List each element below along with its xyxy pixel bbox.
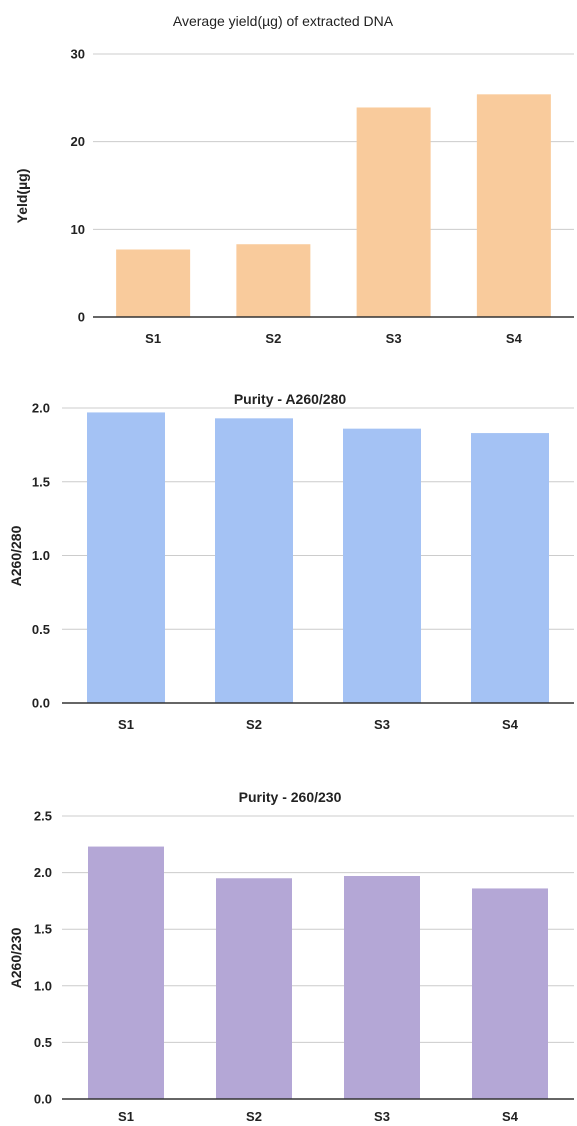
y-tick-label: 1.5	[34, 922, 52, 937]
bar-s3	[356, 107, 431, 317]
y-tick-label: 0.0	[32, 696, 50, 711]
x-tick-label: S2	[246, 717, 262, 732]
bar-s2	[216, 878, 292, 1099]
x-tick-label: S4	[506, 331, 523, 346]
y-tick-label: 30	[71, 47, 85, 62]
y-tick-label: 0.0	[34, 1092, 52, 1107]
y-tick-label: 10	[71, 222, 85, 237]
purity-260-230-chart-x-ticks: S1 S2 S3 S4	[118, 1109, 519, 1124]
purity-260-280-chart-y-axis-label: A260/280	[8, 525, 24, 586]
y-tick-label: 20	[71, 134, 85, 149]
bar-s2	[215, 418, 293, 703]
purity-260-280-chart-title: Purity - A260/280	[234, 391, 347, 407]
x-tick-label: S3	[374, 1109, 390, 1124]
purity-260-280-chart-y-ticks: 0.0 0.5 1.0 1.5 2.0	[32, 401, 50, 711]
purity-260-230-chart-y-axis-label: A260/230	[8, 927, 24, 988]
y-tick-label: 2.5	[34, 809, 52, 824]
bar-s4	[476, 94, 551, 318]
y-tick-label: 1.5	[32, 474, 50, 489]
bar-s1	[116, 249, 191, 317]
yield-chart-bars	[93, 94, 574, 318]
bar-s1	[87, 412, 165, 703]
x-tick-label: S1	[145, 331, 161, 346]
y-tick-label: 0.5	[34, 1035, 52, 1050]
x-tick-label: S2	[246, 1109, 262, 1124]
y-tick-label: 1.0	[34, 978, 52, 993]
purity-260-230-chart-title: Purity - 260/230	[239, 789, 342, 805]
bar-s1	[88, 846, 164, 1099]
y-tick-label: 2.0	[34, 865, 52, 880]
x-tick-label: S4	[502, 717, 519, 732]
y-tick-label: 0.5	[32, 622, 50, 637]
x-tick-label: S3	[374, 717, 390, 732]
bar-s4	[471, 433, 549, 703]
yield-chart-y-axis-label: Yeld(µg)	[14, 169, 30, 224]
bar-s3	[343, 428, 421, 703]
purity-260-230-chart-bars	[62, 846, 574, 1100]
y-tick-label: 1.0	[32, 548, 50, 563]
bar-s3	[344, 875, 420, 1099]
x-tick-label: S4	[502, 1109, 519, 1124]
x-tick-label: S1	[118, 717, 134, 732]
purity-260-280-chart-bars	[62, 412, 574, 704]
yield-chart-y-ticks: 0 10 20 30	[71, 47, 85, 325]
bar-s2	[236, 244, 311, 317]
bar-s4	[472, 888, 548, 1099]
x-tick-label: S3	[386, 331, 402, 346]
purity-260-280-chart-x-ticks: S1 S2 S3 S4	[118, 717, 519, 732]
yield-chart-title: Average yield(µg) of extracted DNA	[173, 13, 394, 29]
yield-chart-x-ticks: S1 S2 S3 S4	[145, 331, 522, 346]
purity-260-280-chart: Purity - A260/280 A260/280 0.0 0.5 1.0 1.5 2…	[8, 391, 574, 732]
x-tick-label: S1	[118, 1109, 134, 1124]
purity-260-230-chart: Purity - 260/230 A260/230 0.0 0.5 1.0 1.5 2.…	[8, 789, 574, 1124]
purity-260-230-chart-y-ticks: 0.0 0.5 1.0 1.5 2.0 2.5	[34, 809, 52, 1107]
y-tick-label: 2.0	[32, 401, 50, 416]
y-tick-label: 0	[78, 310, 85, 325]
yield-chart: Average yield(µg) of extracted DNA Yeld(…	[14, 13, 574, 346]
x-tick-label: S2	[265, 331, 281, 346]
